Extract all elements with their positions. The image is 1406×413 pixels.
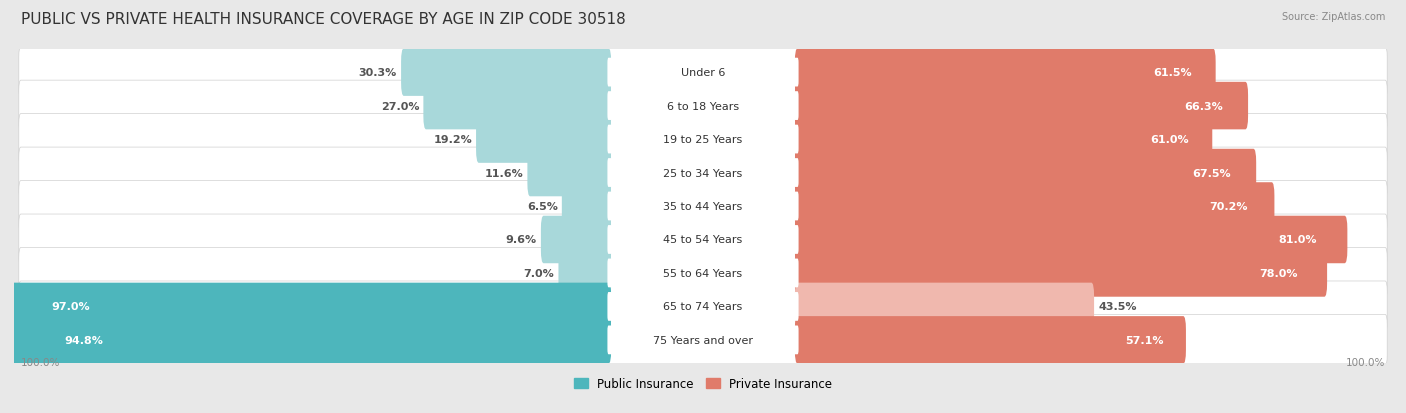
Text: 55 to 64 Years: 55 to 64 Years bbox=[664, 268, 742, 278]
Text: 61.5%: 61.5% bbox=[1153, 68, 1192, 78]
FancyBboxPatch shape bbox=[423, 83, 612, 130]
Text: 75 Years and over: 75 Years and over bbox=[652, 335, 754, 345]
FancyBboxPatch shape bbox=[794, 316, 1185, 364]
FancyBboxPatch shape bbox=[541, 216, 612, 263]
Text: 25 to 34 Years: 25 to 34 Years bbox=[664, 168, 742, 178]
FancyBboxPatch shape bbox=[401, 49, 612, 97]
FancyBboxPatch shape bbox=[558, 249, 612, 297]
FancyBboxPatch shape bbox=[18, 81, 1388, 132]
Text: 81.0%: 81.0% bbox=[1279, 235, 1317, 245]
Text: 94.8%: 94.8% bbox=[65, 335, 103, 345]
Text: 100.0%: 100.0% bbox=[1346, 357, 1385, 367]
Text: 19.2%: 19.2% bbox=[433, 135, 472, 145]
FancyBboxPatch shape bbox=[18, 181, 1388, 232]
Text: 66.3%: 66.3% bbox=[1184, 101, 1223, 112]
Text: 35 to 44 Years: 35 to 44 Years bbox=[664, 202, 742, 211]
Text: 7.0%: 7.0% bbox=[523, 268, 554, 278]
FancyBboxPatch shape bbox=[527, 150, 612, 197]
Text: Under 6: Under 6 bbox=[681, 68, 725, 78]
FancyBboxPatch shape bbox=[18, 148, 1388, 199]
FancyBboxPatch shape bbox=[18, 281, 1388, 332]
FancyBboxPatch shape bbox=[607, 126, 799, 154]
Text: 78.0%: 78.0% bbox=[1260, 268, 1298, 278]
Text: 97.0%: 97.0% bbox=[52, 301, 90, 312]
Text: 19 to 25 Years: 19 to 25 Years bbox=[664, 135, 742, 145]
FancyBboxPatch shape bbox=[607, 59, 799, 87]
FancyBboxPatch shape bbox=[18, 114, 1388, 165]
Text: 11.6%: 11.6% bbox=[485, 168, 523, 178]
Text: 9.6%: 9.6% bbox=[506, 235, 537, 245]
Text: Source: ZipAtlas.com: Source: ZipAtlas.com bbox=[1281, 12, 1385, 22]
Legend: Public Insurance, Private Insurance: Public Insurance, Private Insurance bbox=[569, 373, 837, 395]
Text: 27.0%: 27.0% bbox=[381, 101, 419, 112]
Text: 70.2%: 70.2% bbox=[1209, 202, 1249, 211]
Text: 6.5%: 6.5% bbox=[527, 202, 558, 211]
Text: 43.5%: 43.5% bbox=[1098, 301, 1136, 312]
Text: 100.0%: 100.0% bbox=[21, 357, 60, 367]
FancyBboxPatch shape bbox=[607, 326, 799, 354]
Text: PUBLIC VS PRIVATE HEALTH INSURANCE COVERAGE BY AGE IN ZIP CODE 30518: PUBLIC VS PRIVATE HEALTH INSURANCE COVER… bbox=[21, 12, 626, 27]
Text: 6 to 18 Years: 6 to 18 Years bbox=[666, 101, 740, 112]
FancyBboxPatch shape bbox=[794, 283, 1094, 330]
FancyBboxPatch shape bbox=[794, 249, 1327, 297]
FancyBboxPatch shape bbox=[18, 47, 1388, 98]
FancyBboxPatch shape bbox=[607, 159, 799, 188]
FancyBboxPatch shape bbox=[607, 92, 799, 121]
FancyBboxPatch shape bbox=[18, 214, 1388, 265]
FancyBboxPatch shape bbox=[794, 83, 1249, 130]
FancyBboxPatch shape bbox=[18, 315, 1388, 366]
FancyBboxPatch shape bbox=[607, 292, 799, 321]
FancyBboxPatch shape bbox=[562, 183, 612, 230]
FancyBboxPatch shape bbox=[607, 192, 799, 221]
Text: 45 to 54 Years: 45 to 54 Years bbox=[664, 235, 742, 245]
FancyBboxPatch shape bbox=[607, 259, 799, 287]
Text: 30.3%: 30.3% bbox=[359, 68, 396, 78]
FancyBboxPatch shape bbox=[0, 316, 612, 364]
Text: 57.1%: 57.1% bbox=[1125, 335, 1164, 345]
FancyBboxPatch shape bbox=[0, 283, 612, 330]
FancyBboxPatch shape bbox=[607, 225, 799, 254]
Text: 67.5%: 67.5% bbox=[1192, 168, 1230, 178]
FancyBboxPatch shape bbox=[794, 216, 1347, 263]
FancyBboxPatch shape bbox=[794, 150, 1256, 197]
FancyBboxPatch shape bbox=[18, 248, 1388, 299]
Text: 61.0%: 61.0% bbox=[1150, 135, 1189, 145]
FancyBboxPatch shape bbox=[794, 49, 1216, 97]
FancyBboxPatch shape bbox=[477, 116, 612, 164]
FancyBboxPatch shape bbox=[794, 183, 1274, 230]
FancyBboxPatch shape bbox=[794, 116, 1212, 164]
Text: 65 to 74 Years: 65 to 74 Years bbox=[664, 301, 742, 312]
